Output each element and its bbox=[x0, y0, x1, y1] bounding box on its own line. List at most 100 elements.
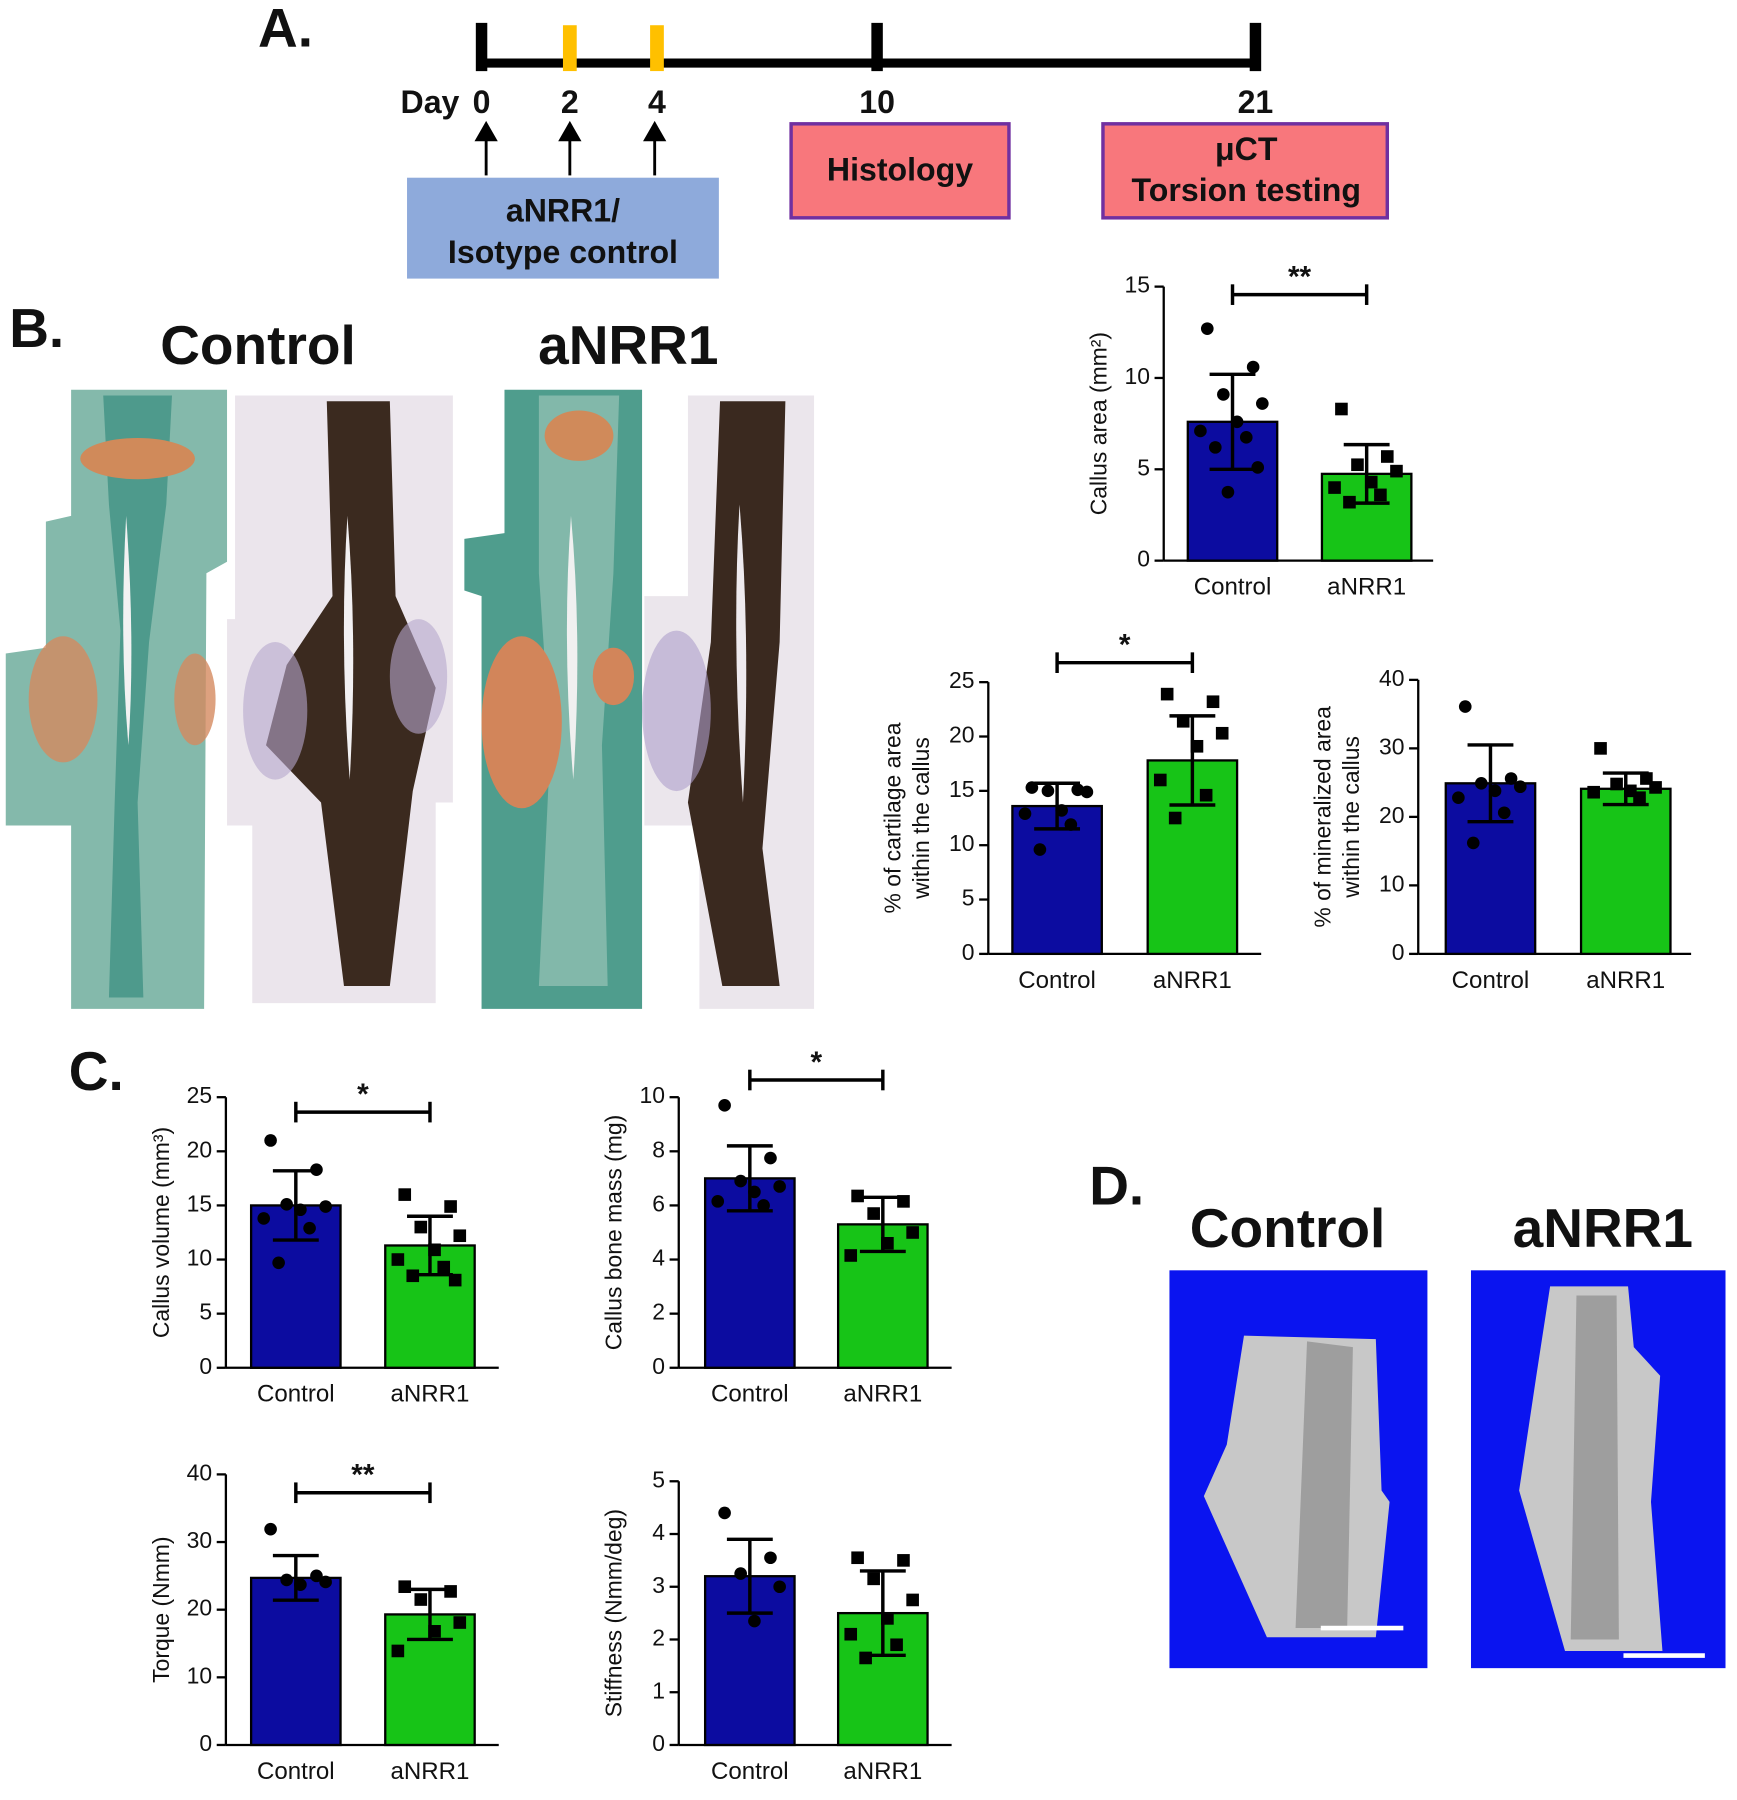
data-point bbox=[257, 1212, 271, 1225]
day-prefix: Day bbox=[401, 84, 460, 120]
y-tick-label: 20 bbox=[949, 722, 974, 748]
x-tick-label: aNRR1 bbox=[1327, 574, 1406, 601]
data-point bbox=[1343, 495, 1356, 509]
group-title: aNRR1 bbox=[1513, 1197, 1693, 1259]
group-title: Control bbox=[1190, 1197, 1386, 1259]
data-point bbox=[319, 1575, 332, 1589]
y-tick-label: 40 bbox=[1379, 665, 1404, 691]
data-point bbox=[453, 1229, 467, 1243]
group-title: Control bbox=[160, 314, 356, 376]
y-tick-label: 2 bbox=[652, 1625, 665, 1651]
data-point bbox=[851, 1551, 864, 1565]
data-point bbox=[1246, 360, 1260, 374]
y-tick-label: 5 bbox=[652, 1466, 665, 1492]
day-label: 4 bbox=[648, 84, 666, 120]
y-tick-label: 5 bbox=[199, 1299, 212, 1325]
dose-marker bbox=[650, 25, 664, 72]
data-point bbox=[1466, 836, 1480, 850]
data-point bbox=[1153, 773, 1167, 787]
data-point bbox=[1351, 458, 1364, 472]
data-point bbox=[1239, 431, 1253, 444]
data-point bbox=[1199, 788, 1213, 802]
data-point bbox=[391, 1644, 405, 1658]
data-point bbox=[398, 1188, 412, 1201]
x-tick-label: aNRR1 bbox=[843, 1381, 922, 1408]
data-point bbox=[294, 1578, 307, 1591]
data-point bbox=[1610, 777, 1623, 791]
data-point bbox=[1649, 781, 1662, 794]
data-point bbox=[264, 1134, 277, 1147]
data-point bbox=[1488, 784, 1502, 798]
x-tick-label: aNRR1 bbox=[391, 1381, 470, 1408]
data-point bbox=[437, 1260, 451, 1274]
data-point bbox=[1080, 785, 1094, 799]
data-point bbox=[1335, 402, 1348, 416]
y-tick-label: 10 bbox=[949, 830, 974, 856]
data-point bbox=[414, 1593, 428, 1606]
y-tick-label: 0 bbox=[1137, 546, 1150, 572]
x-tick-label: Control bbox=[257, 1758, 335, 1785]
y-tick-label: 0 bbox=[652, 1730, 665, 1756]
y-tick-label: 10 bbox=[1124, 363, 1149, 389]
data-point bbox=[711, 1195, 725, 1208]
data-point bbox=[1230, 415, 1244, 429]
x-tick-label: aNRR1 bbox=[1153, 967, 1232, 994]
data-point bbox=[844, 1627, 858, 1641]
data-point bbox=[264, 1522, 277, 1536]
data-point bbox=[448, 1273, 462, 1287]
bar bbox=[249, 1576, 342, 1747]
y-tick-label: 15 bbox=[187, 1190, 212, 1216]
data-point bbox=[1374, 488, 1387, 502]
y-tick-label: 25 bbox=[949, 667, 974, 693]
day-label: 21 bbox=[1238, 84, 1274, 120]
data-point bbox=[881, 1237, 894, 1250]
data-point bbox=[718, 1506, 731, 1520]
y-axis-label: Callus area (mm²) bbox=[1086, 332, 1112, 515]
data-point bbox=[1633, 791, 1646, 805]
y-tick-label: 20 bbox=[187, 1595, 212, 1621]
significance-label: * bbox=[357, 1078, 369, 1111]
data-point bbox=[310, 1163, 323, 1177]
histology-image bbox=[227, 395, 453, 1004]
data-point bbox=[294, 1203, 307, 1217]
data-point bbox=[1452, 791, 1465, 805]
data-point bbox=[1587, 785, 1600, 799]
data-point bbox=[1209, 441, 1222, 454]
data-point bbox=[1194, 424, 1207, 438]
panel-label: C. bbox=[69, 1040, 124, 1102]
significance-label: * bbox=[811, 1046, 823, 1079]
y-tick-label: 5 bbox=[1137, 454, 1150, 480]
data-point bbox=[897, 1195, 910, 1208]
data-point bbox=[280, 1573, 293, 1587]
y-tick-label: 10 bbox=[187, 1245, 212, 1271]
data-point bbox=[414, 1220, 428, 1234]
microct-image bbox=[1169, 1270, 1428, 1669]
data-point bbox=[1256, 397, 1269, 410]
data-point bbox=[391, 1253, 405, 1266]
histology-image bbox=[5, 389, 228, 1009]
data-point bbox=[859, 1651, 872, 1665]
x-tick-label: Control bbox=[1018, 967, 1096, 994]
data-point bbox=[1190, 739, 1204, 753]
data-point bbox=[773, 1180, 786, 1193]
data-point bbox=[748, 1185, 761, 1199]
y-axis-label: Callus volume (mm³) bbox=[148, 1127, 174, 1338]
histology-image bbox=[642, 395, 815, 1009]
data-point bbox=[906, 1226, 919, 1239]
significance-label: ** bbox=[1288, 260, 1312, 293]
panel-label: B. bbox=[9, 297, 64, 359]
data-point bbox=[1033, 843, 1047, 856]
y-tick-label: 30 bbox=[1379, 733, 1404, 759]
bar bbox=[1579, 787, 1672, 956]
data-point bbox=[1390, 464, 1403, 478]
y-tick-label: 2 bbox=[652, 1299, 665, 1325]
data-point bbox=[1215, 726, 1229, 740]
dose-marker bbox=[562, 25, 577, 72]
data-point bbox=[444, 1585, 457, 1598]
y-tick-label: 1 bbox=[652, 1677, 665, 1703]
y-axis-label: Callus bone mass (mg) bbox=[601, 1115, 627, 1351]
data-point bbox=[453, 1616, 467, 1629]
data-point bbox=[1380, 450, 1394, 463]
data-point bbox=[867, 1207, 880, 1220]
